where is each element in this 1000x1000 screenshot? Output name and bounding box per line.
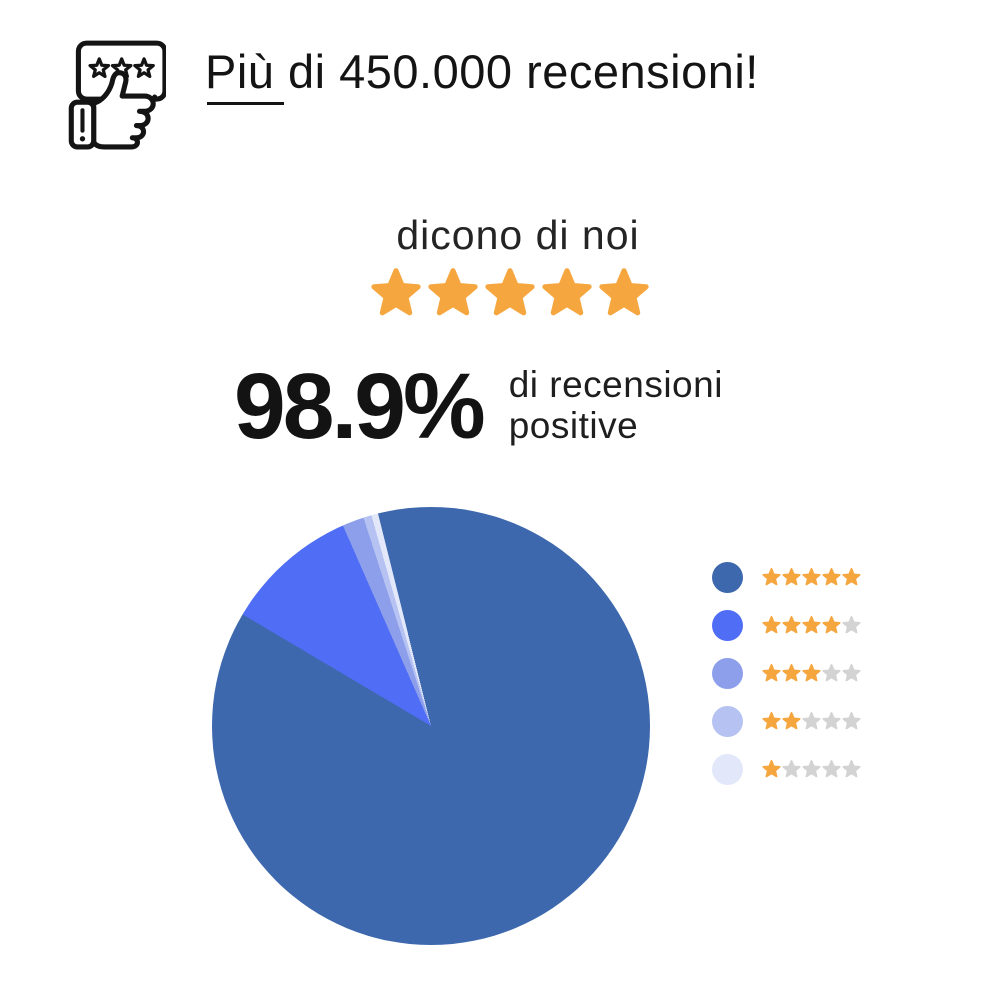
star-icon bbox=[542, 268, 592, 316]
legend-color-dot bbox=[712, 610, 743, 641]
star-filled-icon bbox=[802, 664, 821, 682]
legend-color-dot bbox=[712, 658, 743, 689]
star-filled-icon bbox=[842, 568, 861, 586]
legend-star-rating bbox=[762, 664, 861, 683]
star-filled-icon bbox=[762, 712, 781, 730]
legend-row-2-star bbox=[712, 706, 861, 737]
page-title: Più di 450.000 recensioni! bbox=[205, 45, 759, 98]
legend-color-dot bbox=[712, 562, 743, 593]
star-empty-icon bbox=[842, 664, 861, 682]
legend-star-rating bbox=[762, 760, 861, 779]
legend-star-rating bbox=[762, 616, 861, 635]
star-empty-icon bbox=[842, 712, 861, 730]
star-filled-icon bbox=[762, 760, 781, 778]
star-empty-icon bbox=[782, 760, 801, 778]
star-icon bbox=[599, 268, 649, 316]
star-empty-icon bbox=[802, 712, 821, 730]
star-empty-icon bbox=[842, 760, 861, 778]
stat-value: 98.9% bbox=[234, 353, 486, 458]
stat-label-line1: di recensioni bbox=[508, 364, 723, 406]
tagline-stars bbox=[370, 268, 650, 320]
star-filled-icon bbox=[802, 616, 821, 634]
legend-color-dot bbox=[712, 754, 743, 785]
star-icon bbox=[371, 268, 421, 316]
title-underline bbox=[207, 102, 284, 105]
star-empty-icon bbox=[822, 712, 841, 730]
star-filled-icon bbox=[762, 616, 781, 634]
star-empty-icon bbox=[842, 616, 861, 634]
star-filled-icon bbox=[822, 568, 841, 586]
tagline-text: dicono di noi bbox=[396, 212, 640, 258]
star-filled-icon bbox=[762, 568, 781, 586]
star-filled-icon bbox=[782, 616, 801, 634]
star-filled-icon bbox=[822, 616, 841, 634]
legend-row-4-star bbox=[712, 610, 861, 641]
legend-color-dot bbox=[712, 706, 743, 737]
legend-row-3-star bbox=[712, 658, 861, 689]
star-empty-icon bbox=[802, 760, 821, 778]
star-filled-icon bbox=[762, 664, 781, 682]
star-filled-icon bbox=[802, 568, 821, 586]
pie-legend bbox=[712, 562, 861, 802]
star-icon bbox=[428, 268, 478, 316]
star-filled-icon bbox=[782, 568, 801, 586]
star-filled-icon bbox=[782, 664, 801, 682]
pie-chart bbox=[212, 507, 650, 945]
star-empty-icon bbox=[822, 664, 841, 682]
star-icon bbox=[485, 268, 535, 316]
stat-label: di recensioni positive bbox=[508, 364, 723, 446]
star-empty-icon bbox=[822, 760, 841, 778]
review-thumbs-up-icon bbox=[68, 40, 166, 150]
stat-label-line2: positive bbox=[508, 405, 639, 446]
star-filled-icon bbox=[782, 712, 801, 730]
legend-row-5-star bbox=[712, 562, 861, 593]
positive-reviews-stat: 98.9% di recensioni positive bbox=[234, 350, 723, 462]
legend-star-rating bbox=[762, 712, 861, 731]
legend-row-1-star bbox=[712, 754, 861, 785]
legend-star-rating bbox=[762, 568, 861, 587]
